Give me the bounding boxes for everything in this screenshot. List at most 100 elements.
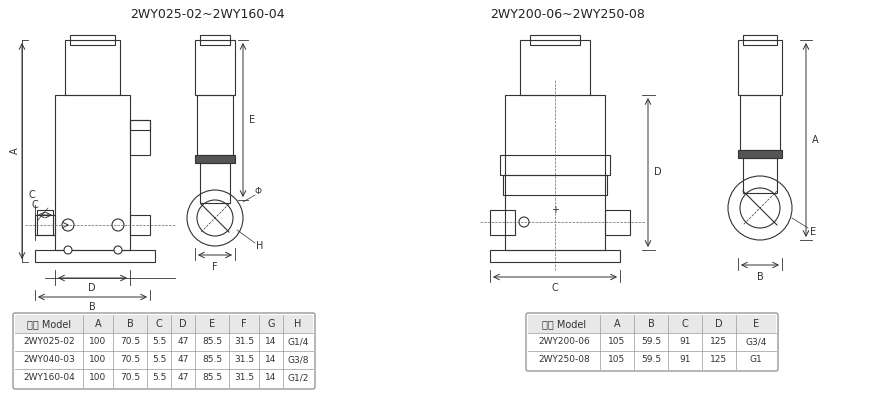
Text: 2WY160-04: 2WY160-04 [23, 373, 75, 382]
Text: 14: 14 [265, 356, 276, 364]
Text: 85.5: 85.5 [202, 373, 222, 382]
Bar [519, 40, 589, 95]
Bar [15, 315, 83, 333]
Text: 2WY200-06: 2WY200-06 [537, 338, 589, 347]
Text: G1/2: G1/2 [287, 373, 308, 382]
Text: D: D [714, 319, 722, 329]
Text: 85.5: 85.5 [202, 356, 222, 364]
Text: 91: 91 [679, 356, 690, 364]
Bar [527, 315, 599, 333]
Bar [739, 95, 780, 150]
Bar [742, 158, 776, 193]
Bar [604, 210, 629, 235]
Text: C: C [31, 200, 38, 210]
Bar [130, 120, 150, 155]
Bar [742, 35, 776, 45]
Circle shape [114, 246, 122, 254]
Text: 型号 Model: 型号 Model [542, 319, 586, 329]
Text: 31.5: 31.5 [233, 373, 254, 382]
Text: C: C [681, 319, 687, 329]
Bar [504, 95, 604, 250]
Text: 70.5: 70.5 [120, 356, 139, 364]
Text: 47: 47 [177, 356, 189, 364]
Text: 5.5: 5.5 [152, 356, 166, 364]
Bar [130, 120, 150, 130]
Bar [489, 250, 620, 262]
Text: 100: 100 [89, 338, 106, 347]
Text: 5.5: 5.5 [152, 338, 166, 347]
Text: 31.5: 31.5 [233, 356, 254, 364]
Bar [70, 35, 114, 45]
Text: 70.5: 70.5 [120, 338, 139, 347]
Text: C: C [551, 283, 558, 293]
Text: F: F [212, 262, 217, 272]
Bar [735, 315, 775, 333]
Bar [195, 315, 229, 333]
Bar [229, 315, 258, 333]
Text: 47: 47 [177, 373, 189, 382]
Text: 2WY025-02~2WY160-04: 2WY025-02~2WY160-04 [130, 9, 284, 22]
Text: 59.5: 59.5 [640, 356, 661, 364]
Bar [199, 35, 230, 45]
Text: Φ: Φ [254, 187, 261, 196]
Text: D: D [179, 319, 187, 329]
FancyBboxPatch shape [526, 313, 777, 371]
Text: G: G [267, 319, 274, 329]
Bar [529, 35, 579, 45]
Bar [199, 163, 230, 203]
Bar [489, 210, 514, 235]
Bar [197, 95, 232, 155]
Bar [283, 315, 313, 333]
Bar [500, 155, 610, 175]
Text: G3/8: G3/8 [287, 356, 308, 364]
Bar [55, 95, 130, 250]
Text: A: A [613, 319, 620, 329]
Text: H: H [256, 241, 264, 251]
Text: G3/4: G3/4 [745, 338, 766, 347]
Text: +: + [551, 205, 559, 215]
Bar [195, 155, 235, 163]
Text: 85.5: 85.5 [202, 338, 222, 347]
Text: D: D [89, 283, 96, 293]
Bar [258, 315, 283, 333]
Text: 5.5: 5.5 [152, 373, 166, 382]
Bar [35, 215, 55, 235]
Text: E: E [752, 319, 758, 329]
Text: 14: 14 [265, 338, 276, 347]
Bar [65, 40, 120, 95]
Bar [147, 315, 171, 333]
Text: D: D [654, 167, 661, 177]
Text: 125: 125 [710, 356, 727, 364]
Text: 100: 100 [89, 356, 106, 364]
Text: F: F [240, 319, 247, 329]
Text: 型号 Model: 型号 Model [27, 319, 71, 329]
Bar [37, 210, 53, 235]
Text: 59.5: 59.5 [640, 338, 661, 347]
Text: C: C [29, 190, 36, 200]
Text: 2WY250-08: 2WY250-08 [537, 356, 589, 364]
Bar [599, 315, 633, 333]
Text: A: A [811, 135, 817, 145]
Bar [195, 40, 235, 95]
Text: C: C [156, 319, 162, 329]
Text: 105: 105 [608, 338, 625, 347]
Text: 2WY200-06~2WY250-08: 2WY200-06~2WY250-08 [489, 9, 645, 22]
Text: B: B [89, 302, 96, 312]
Text: 2WY025-02: 2WY025-02 [23, 338, 75, 347]
Text: E: E [249, 115, 255, 125]
Bar [35, 250, 155, 262]
Text: 14: 14 [265, 373, 276, 382]
Text: B: B [647, 319, 654, 329]
Text: B: B [126, 319, 133, 329]
Text: 125: 125 [710, 338, 727, 347]
FancyBboxPatch shape [13, 313, 315, 389]
Text: G1/4: G1/4 [287, 338, 308, 347]
Bar [701, 315, 735, 333]
Text: 31.5: 31.5 [233, 338, 254, 347]
Bar [667, 315, 701, 333]
Text: 2WY040-03: 2WY040-03 [23, 356, 75, 364]
Bar [130, 215, 150, 235]
Text: A: A [10, 148, 20, 154]
Bar [502, 175, 606, 195]
Text: 70.5: 70.5 [120, 373, 139, 382]
